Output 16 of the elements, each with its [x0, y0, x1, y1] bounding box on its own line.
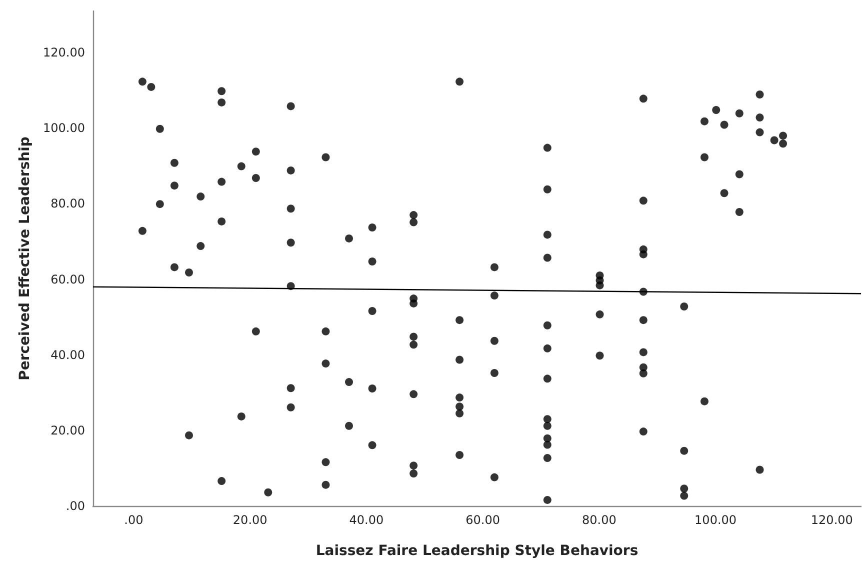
x-tick-label: 40.00	[349, 513, 384, 527]
x-tick-label: 100.00	[694, 513, 737, 527]
y-tick-label: 40.00	[50, 348, 85, 362]
y-tick-label: .00	[66, 499, 85, 513]
y-axis-title: Perceived Effective Leadership	[17, 136, 34, 380]
x-tick-label: 60.00	[466, 513, 500, 527]
x-tick-label: 120.00	[810, 513, 853, 527]
x-tick-label: .00	[124, 513, 144, 527]
y-tick-label: 60.00	[50, 272, 85, 286]
x-tick-label: 20.00	[232, 513, 268, 527]
x-tick-label: 80.00	[582, 513, 616, 527]
y-tick-label: 120.00	[43, 46, 85, 60]
y-tick-label: 80.00	[50, 196, 85, 211]
y-tick-label: 20.00	[50, 423, 85, 438]
x-axis-title: Laissez Faire Leadership Style Behaviors	[316, 543, 638, 559]
y-tick-label: 100.00	[43, 121, 85, 136]
